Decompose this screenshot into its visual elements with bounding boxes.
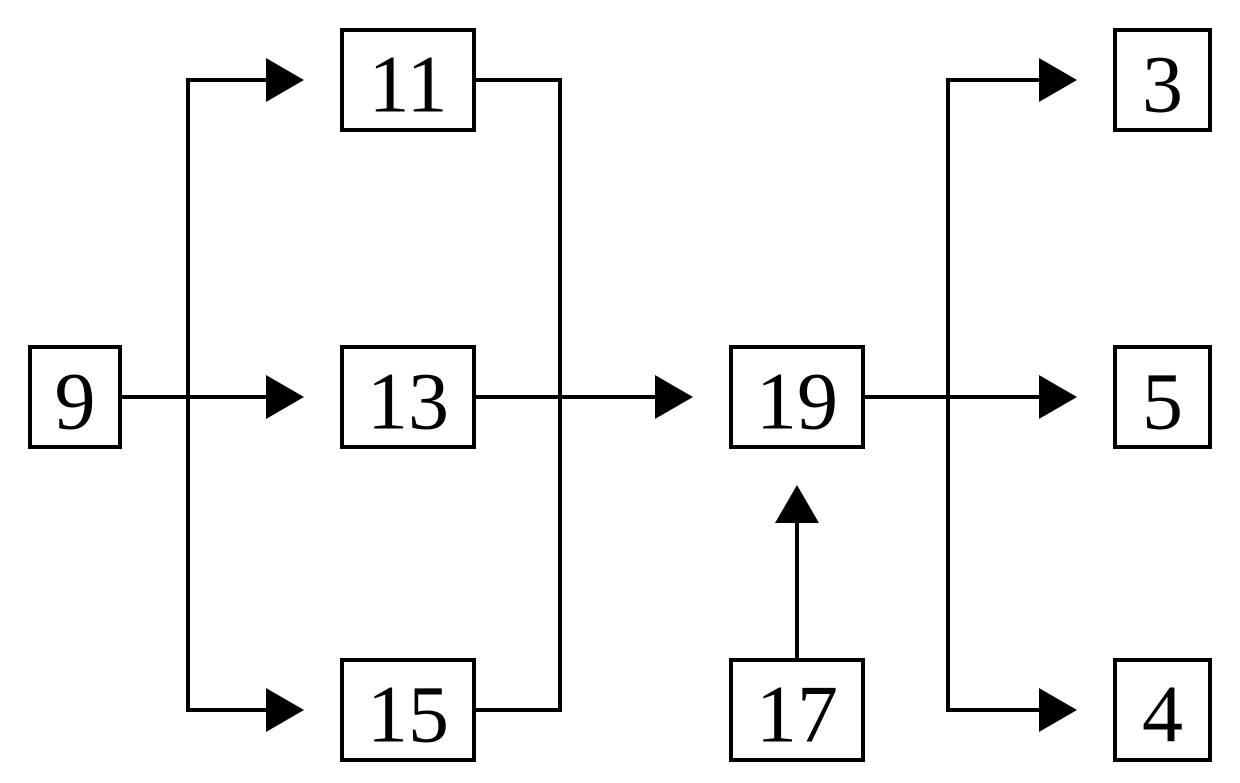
edge-6 [775, 485, 819, 660]
arrowhead-icon [266, 375, 304, 419]
node-label: 13 [367, 356, 449, 447]
arrowhead-icon [775, 485, 819, 523]
edge-line [120, 80, 266, 397]
node-n19: 19 [731, 347, 863, 447]
edge-9 [863, 397, 1077, 732]
arrowhead-icon [266, 688, 304, 732]
arrowhead-icon [1039, 58, 1077, 102]
node-n13: 13 [342, 347, 474, 447]
node-label: 4 [1142, 669, 1183, 760]
edge-line [120, 397, 266, 710]
edges-layer [120, 58, 1077, 732]
edge-5 [474, 375, 693, 419]
arrowhead-icon [1039, 375, 1077, 419]
edge-line [474, 80, 560, 397]
node-label: 17 [756, 669, 838, 760]
node-n3: 3 [1115, 30, 1210, 130]
node-n9: 9 [30, 347, 120, 447]
node-label: 15 [367, 669, 449, 760]
edge-4 [474, 397, 560, 710]
arrowhead-icon [1039, 688, 1077, 732]
node-n4: 4 [1115, 660, 1210, 760]
edge-7 [863, 58, 1077, 397]
edge-line [474, 397, 560, 710]
edge-2 [120, 397, 304, 732]
node-n17: 17 [731, 660, 863, 760]
node-label: 9 [55, 356, 96, 447]
edge-line [863, 80, 1039, 397]
edge-0 [120, 58, 304, 397]
node-n11: 11 [342, 30, 474, 130]
edge-3 [474, 80, 560, 397]
arrowhead-icon [655, 375, 693, 419]
node-label: 11 [369, 39, 448, 130]
node-label: 19 [756, 356, 838, 447]
arrowhead-icon [266, 58, 304, 102]
node-n5: 5 [1115, 347, 1210, 447]
edge-line [863, 397, 1039, 710]
node-label: 3 [1142, 39, 1183, 130]
node-n15: 15 [342, 660, 474, 760]
flowchart-diagram: 9 11 13 15 19 17 3 5 4 [0, 0, 1240, 783]
node-label: 5 [1142, 356, 1183, 447]
